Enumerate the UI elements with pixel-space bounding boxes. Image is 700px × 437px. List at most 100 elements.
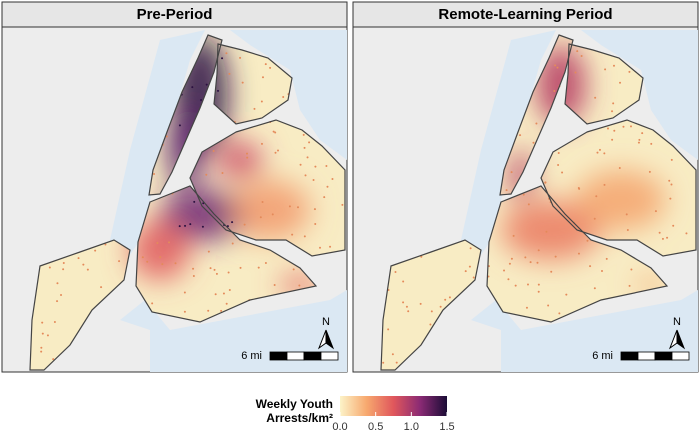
point xyxy=(595,195,598,198)
point xyxy=(612,64,615,67)
point xyxy=(264,63,267,66)
point xyxy=(586,239,589,242)
point xyxy=(259,216,262,219)
point xyxy=(141,256,144,259)
point xyxy=(323,196,326,199)
borough xyxy=(30,240,130,370)
point xyxy=(86,268,89,271)
point xyxy=(151,302,154,305)
point xyxy=(228,288,231,291)
point xyxy=(557,151,560,154)
point xyxy=(561,171,564,174)
point xyxy=(512,234,515,237)
point xyxy=(227,271,230,274)
point xyxy=(558,312,561,315)
point xyxy=(611,138,614,141)
point xyxy=(161,263,164,266)
point xyxy=(670,183,673,186)
point xyxy=(296,206,299,209)
point xyxy=(184,224,187,227)
point xyxy=(62,261,65,264)
point xyxy=(325,164,328,167)
point xyxy=(299,163,302,166)
point xyxy=(304,174,307,177)
point xyxy=(606,127,609,130)
point xyxy=(201,225,204,228)
point xyxy=(525,306,528,309)
borough-outline xyxy=(213,43,293,125)
point xyxy=(329,245,332,248)
point xyxy=(630,268,633,271)
point xyxy=(228,72,231,75)
point xyxy=(594,96,597,99)
point xyxy=(550,270,553,273)
scale-label: 6 mi xyxy=(241,350,262,362)
point xyxy=(611,110,614,113)
point xyxy=(666,236,669,239)
point xyxy=(603,183,606,186)
point xyxy=(638,138,641,141)
point xyxy=(508,262,511,265)
point xyxy=(556,66,559,69)
scale-segment xyxy=(269,351,288,361)
point xyxy=(628,284,631,287)
point xyxy=(260,142,263,145)
point xyxy=(291,233,294,236)
point xyxy=(576,50,579,53)
point xyxy=(526,283,529,286)
point xyxy=(503,269,506,272)
heat-blob xyxy=(130,220,190,280)
map-panel: Remote-Learning Period 6 mi N xyxy=(352,1,699,373)
point xyxy=(464,270,467,273)
point xyxy=(261,200,264,203)
point xyxy=(648,170,651,173)
point xyxy=(189,223,192,226)
scale-segment xyxy=(286,351,305,361)
point xyxy=(56,300,59,303)
legend-title: Weekly Youth xyxy=(256,397,333,411)
heat-blob xyxy=(230,180,310,240)
point xyxy=(153,172,156,175)
point xyxy=(469,247,472,250)
point xyxy=(578,187,581,190)
point xyxy=(222,292,225,295)
point xyxy=(178,225,181,228)
water xyxy=(110,30,347,372)
point xyxy=(420,255,423,258)
point xyxy=(537,249,540,252)
point xyxy=(536,261,539,264)
legend-tick-label: 1.5 xyxy=(439,421,454,432)
point xyxy=(217,89,220,92)
point xyxy=(274,131,277,134)
point xyxy=(209,267,212,270)
point xyxy=(225,52,228,55)
point xyxy=(178,124,181,127)
point xyxy=(156,242,159,245)
point xyxy=(661,237,664,240)
point xyxy=(553,89,556,92)
point xyxy=(600,269,603,272)
point xyxy=(274,151,277,154)
point xyxy=(146,260,149,263)
point xyxy=(524,256,527,259)
point xyxy=(626,229,629,232)
point xyxy=(650,142,653,145)
point xyxy=(159,256,162,259)
point xyxy=(554,255,557,258)
point xyxy=(537,290,540,293)
north-arrow xyxy=(676,329,686,350)
point xyxy=(257,266,260,269)
scale-label: 6 mi xyxy=(592,350,613,362)
point xyxy=(205,173,208,176)
panel-title-bar xyxy=(352,1,699,28)
point xyxy=(402,301,405,304)
point xyxy=(313,208,316,211)
point xyxy=(668,179,671,182)
north-label: N xyxy=(322,316,330,328)
point xyxy=(430,310,433,313)
point xyxy=(622,125,625,128)
point xyxy=(405,305,408,308)
point xyxy=(593,287,596,290)
point xyxy=(670,158,673,161)
